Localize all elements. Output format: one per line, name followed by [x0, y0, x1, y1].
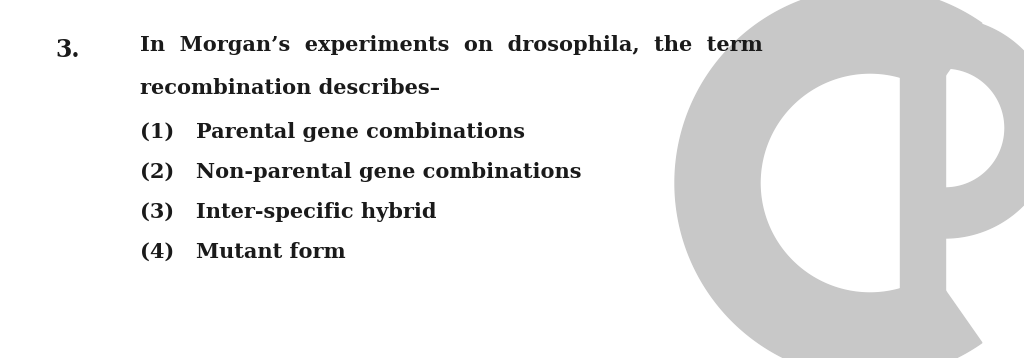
Polygon shape	[945, 18, 1024, 238]
Text: In  Morgan’s  experiments  on  drosophila,  the  term: In Morgan’s experiments on drosophila, t…	[140, 35, 763, 55]
Text: (3)   Inter-specific hybrid: (3) Inter-specific hybrid	[140, 202, 436, 222]
Text: (1)   Parental gene combinations: (1) Parental gene combinations	[140, 122, 525, 142]
Text: (4)   Mutant form: (4) Mutant form	[140, 242, 346, 262]
Polygon shape	[675, 0, 982, 358]
Text: (2)   Non-parental gene combinations: (2) Non-parental gene combinations	[140, 162, 582, 182]
Bar	[900, 13, 945, 353]
Text: recombination describes–: recombination describes–	[140, 78, 440, 98]
Text: 3.: 3.	[55, 38, 80, 62]
